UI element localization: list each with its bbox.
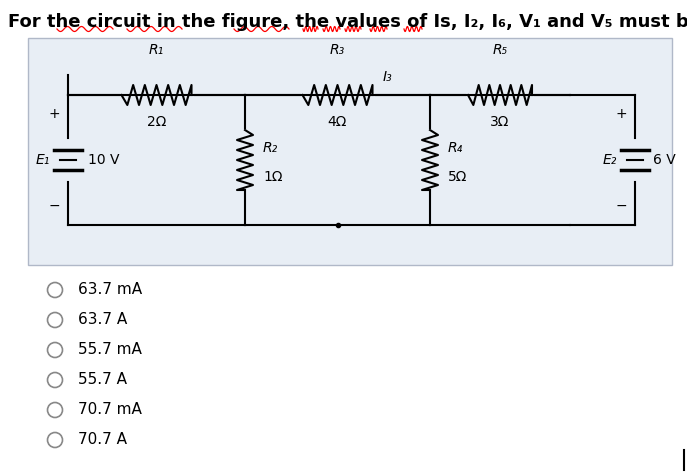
Text: −: − <box>48 199 60 213</box>
Text: R₁: R₁ <box>149 43 164 57</box>
Text: 5Ω: 5Ω <box>448 170 467 184</box>
Text: R₄: R₄ <box>448 141 463 155</box>
Bar <box>28 38 672 265</box>
Text: R₂: R₂ <box>263 141 278 155</box>
Text: 55.7 mA: 55.7 mA <box>78 342 142 358</box>
Text: 2Ω: 2Ω <box>147 115 166 129</box>
Text: 70.7 A: 70.7 A <box>78 433 127 447</box>
Text: −: − <box>615 199 627 213</box>
Text: 10 V: 10 V <box>88 153 120 167</box>
Text: 70.7 mA: 70.7 mA <box>78 402 142 418</box>
Text: 4Ω: 4Ω <box>328 115 347 129</box>
Text: 63.7 A: 63.7 A <box>78 313 127 327</box>
Text: 1Ω: 1Ω <box>263 170 282 184</box>
Text: 6 V: 6 V <box>653 153 676 167</box>
Text: E₂: E₂ <box>602 153 617 167</box>
Text: For the circuit in the figure, the values of Is, I₂, I₆, V₁ and V₅ must be:: For the circuit in the figure, the value… <box>8 13 687 31</box>
Text: I₃: I₃ <box>383 70 392 84</box>
Text: +: + <box>48 107 60 121</box>
Text: 55.7 A: 55.7 A <box>78 372 127 388</box>
Text: 63.7 mA: 63.7 mA <box>78 283 142 297</box>
Text: 3Ω: 3Ω <box>491 115 510 129</box>
Text: R₅: R₅ <box>493 43 508 57</box>
Text: R₃: R₃ <box>330 43 345 57</box>
Text: +: + <box>615 107 627 121</box>
Text: E₁: E₁ <box>36 153 50 167</box>
